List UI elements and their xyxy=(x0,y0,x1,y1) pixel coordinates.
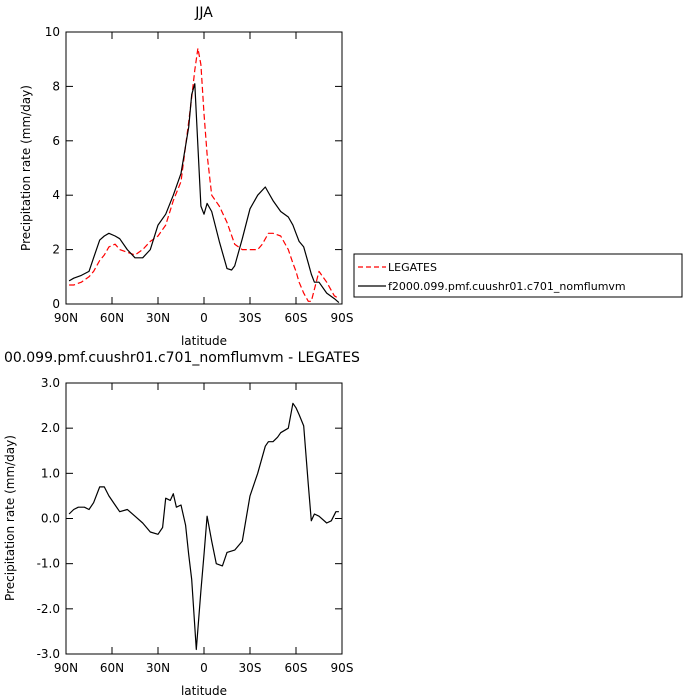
top-y-tick-label: 10 xyxy=(45,25,60,39)
top-x-tick-label: 90N xyxy=(54,311,78,325)
top-y-tick-label: 0 xyxy=(52,297,60,311)
top-x-axis-label: latitude xyxy=(181,334,227,348)
bottom-y-axis-label: Precipitation rate (mm/day) xyxy=(3,435,17,601)
top-x-tick-label: 60N xyxy=(100,311,124,325)
bottom-x-axis-label: latitude xyxy=(181,684,227,698)
bottom-series-lines xyxy=(68,402,339,651)
bottom-y-tick-label: 1.0 xyxy=(41,466,60,480)
top-y-tick-label: 4 xyxy=(52,188,60,202)
top-series-lines xyxy=(68,47,340,304)
bottom-axis-ticks: 90N 60N 30N 0 30S 60S 90S -3.0 -2.0 -1.0 0.0 1.0 2.0… xyxy=(37,376,354,675)
bottom-y-tick-label: -2.0 xyxy=(37,602,60,616)
legend-label-legates: LEGATES xyxy=(388,261,437,274)
bottom-x-tick-label: 60N xyxy=(100,661,124,675)
bottom-plot-frame xyxy=(65,382,343,655)
bottom-y-tick-label: 3.0 xyxy=(41,376,60,390)
top-y-axis-label: Precipitation rate (mm/day) xyxy=(19,85,33,251)
bottom-x-tick-label: 90N xyxy=(54,661,78,675)
top-plot-frame xyxy=(65,31,343,305)
top-x-tick-label: 0 xyxy=(200,311,208,325)
bottom-x-tick-label: 90S xyxy=(331,661,354,675)
legend: LEGATES f2000.099.pmf.cuushr01.c701_nomf… xyxy=(353,253,683,298)
bottom-y-tick-label: -1.0 xyxy=(37,557,60,571)
bottom-x-tick-label: 30S xyxy=(239,661,262,675)
top-y-tick-label: 8 xyxy=(52,79,60,93)
top-x-tick-label: 30S xyxy=(239,311,262,325)
top-y-tick-label: 2 xyxy=(52,243,60,257)
bottom-chart-title: 00.099.pmf.cuushr01.c701_nomflumvm - LEG… xyxy=(4,350,360,366)
bottom-x-tick-label: 0 xyxy=(200,661,208,675)
bottom-x-tick-label: 30N xyxy=(146,661,170,675)
legend-label-model: f2000.099.pmf.cuushr01.c701_nomflumvm xyxy=(388,280,626,293)
top-x-tick-label: 90S xyxy=(331,311,354,325)
bottom-y-tick-label: 2.0 xyxy=(41,421,60,435)
legend-box xyxy=(353,253,683,298)
bottom-series-line-0 xyxy=(68,402,339,651)
top-series-line-1 xyxy=(68,83,340,304)
top-axis-ticks: 90N 60N 30N 0 30S 60S 90S 0 2 4 6 8 10 xyxy=(45,25,354,325)
bottom-y-tick-label: -3.0 xyxy=(37,647,60,661)
bottom-x-tick-label: 60S xyxy=(285,661,308,675)
bottom-chart: 00.099.pmf.cuushr01.c701_nomflumvm - LEG… xyxy=(3,350,360,698)
top-series-line-0 xyxy=(69,47,340,302)
bottom-y-tick-label: 0.0 xyxy=(41,512,60,526)
top-x-tick-label: 60S xyxy=(285,311,308,325)
top-y-tick-label: 6 xyxy=(52,134,60,148)
top-x-tick-label: 30N xyxy=(146,311,170,325)
top-chart-title: JJA xyxy=(194,5,213,21)
